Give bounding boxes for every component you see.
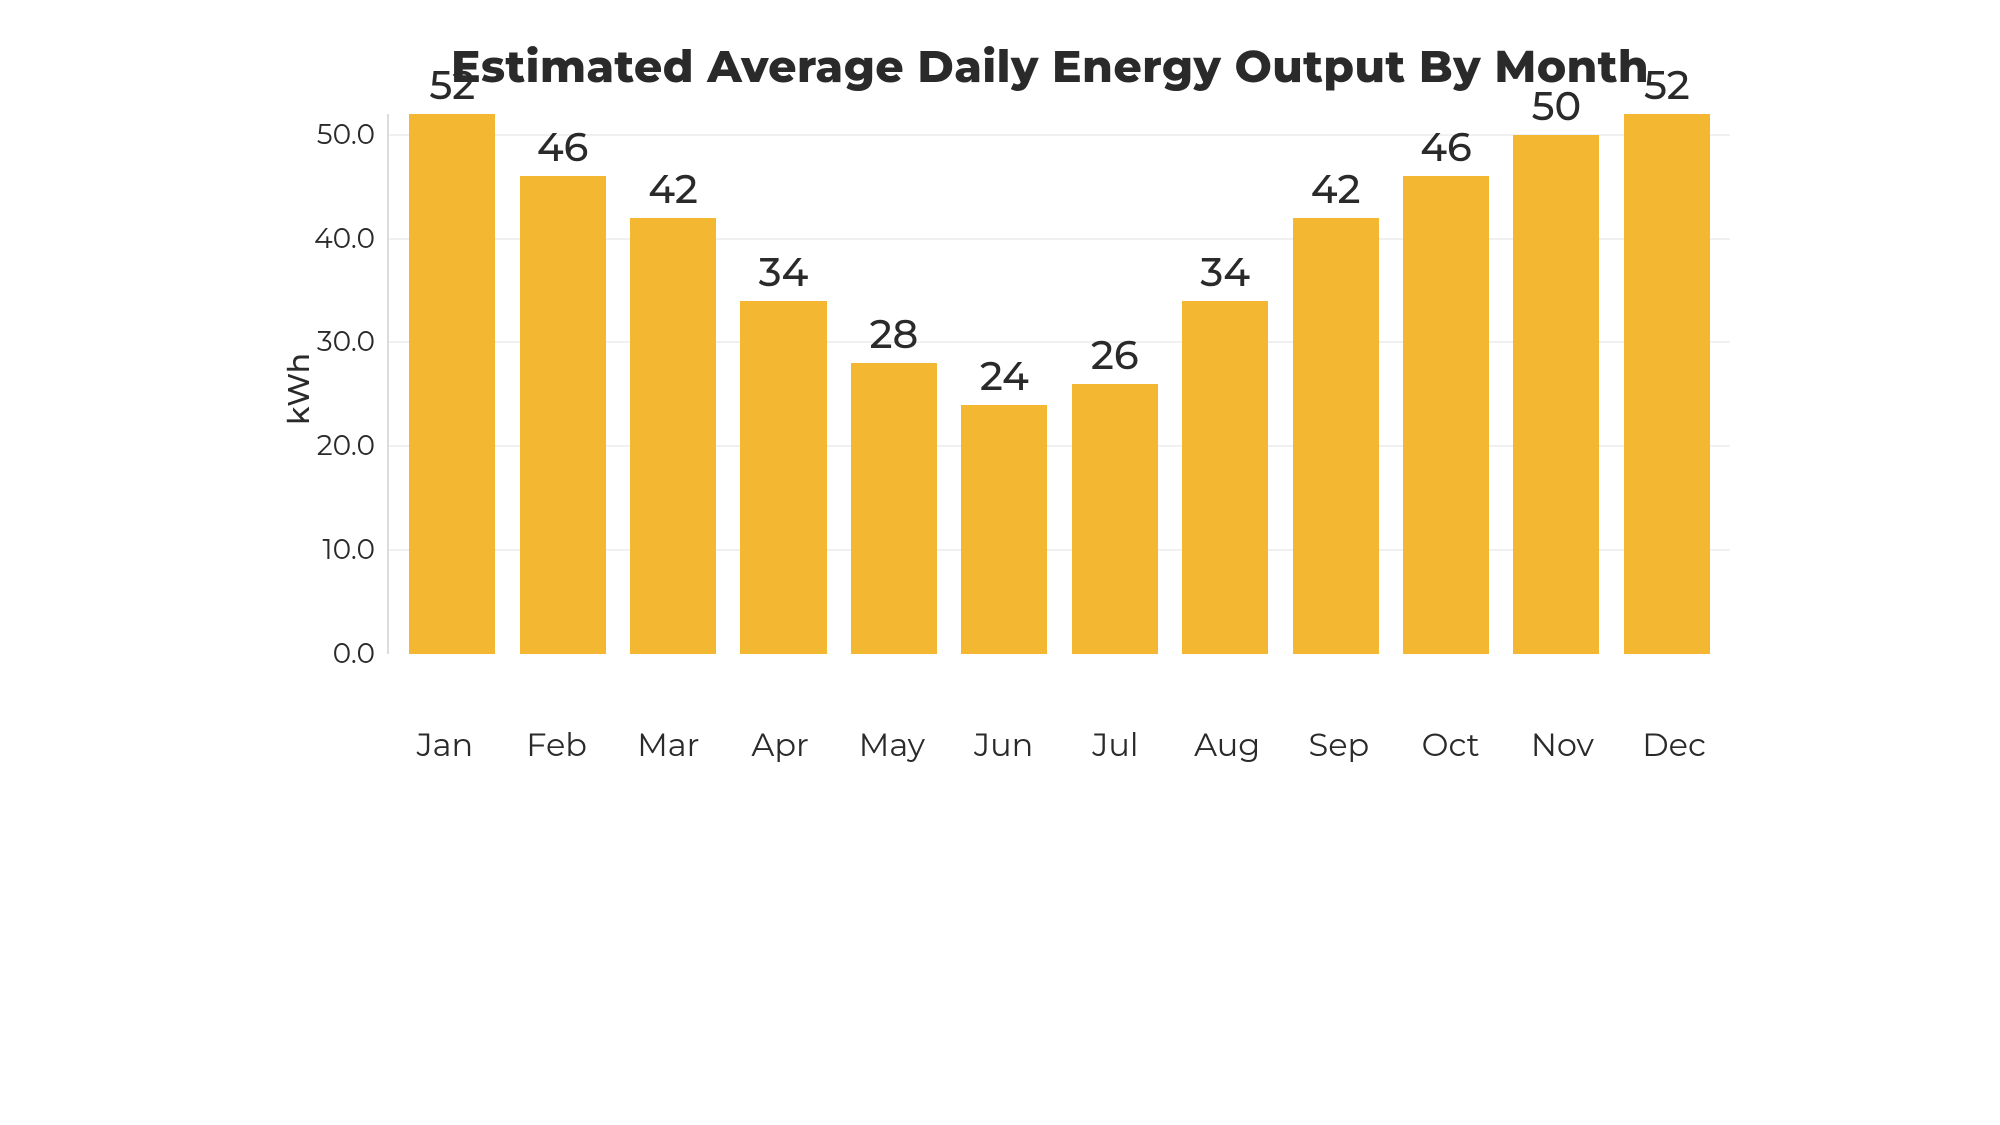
- y-axis-label: kWh: [270, 353, 317, 425]
- bar-col: 46: [507, 114, 617, 654]
- y-tick: 10.0: [323, 536, 376, 564]
- y-tick: 40.0: [314, 225, 375, 253]
- bar: [1182, 301, 1268, 654]
- bars-container: 524642342824263442465052: [389, 114, 1730, 654]
- x-tick: Jul: [1060, 726, 1172, 765]
- bar-col: 42: [1280, 114, 1390, 654]
- y-tick: 20.0: [317, 432, 375, 460]
- y-tick: 50.0: [317, 121, 375, 149]
- chart-title: Estimated Average Daily Energy Output By…: [270, 40, 1730, 94]
- bar: [520, 176, 606, 654]
- x-tick: Apr: [724, 726, 836, 765]
- x-tick: Oct: [1395, 726, 1507, 765]
- x-axis-wrap: JanFebMarAprMayJunJulAugSepOctNovDec: [270, 714, 1730, 765]
- bar-value-label: 34: [1200, 248, 1250, 297]
- bar-value-label: 50: [1532, 82, 1582, 131]
- bar-value-label: 52: [429, 61, 475, 110]
- bar: [630, 218, 716, 654]
- bar: [851, 363, 937, 654]
- x-tick: Nov: [1507, 726, 1619, 765]
- bar-value-label: 42: [648, 165, 698, 214]
- x-tick: Sep: [1283, 726, 1395, 765]
- bar: [740, 301, 826, 654]
- bar-value-label: 46: [1420, 123, 1471, 172]
- x-tick: Feb: [501, 726, 613, 765]
- bar-value-label: 52: [1644, 61, 1690, 110]
- bar-col: 34: [728, 114, 838, 654]
- bar-value-label: 34: [759, 248, 809, 297]
- x-axis-spacer: [270, 714, 389, 765]
- bar: [1293, 218, 1379, 654]
- bar-value-label: 26: [1091, 331, 1139, 380]
- y-tick: 30.0: [317, 328, 375, 356]
- bar-col: 24: [949, 114, 1059, 654]
- bar: [409, 114, 495, 654]
- bar-col: 50: [1501, 114, 1611, 654]
- x-tick: Dec: [1618, 726, 1730, 765]
- x-tick: Mar: [613, 726, 725, 765]
- bar: [1513, 135, 1599, 654]
- bar: [961, 405, 1047, 654]
- y-axis: 50.040.030.020.010.00.0: [317, 114, 387, 654]
- bar-col: 34: [1170, 114, 1280, 654]
- energy-chart: Estimated Average Daily Energy Output By…: [270, 0, 1730, 765]
- y-tick: 0.0: [333, 640, 375, 668]
- bar-value-label: 28: [870, 310, 919, 359]
- x-tick: Jun: [948, 726, 1060, 765]
- x-tick: Jan: [389, 726, 501, 765]
- bar-col: 46: [1391, 114, 1501, 654]
- x-tick: May: [836, 726, 948, 765]
- plot-area: 524642342824263442465052: [387, 114, 1730, 654]
- bar-value-label: 46: [537, 123, 588, 172]
- bar-col: 52: [397, 114, 507, 654]
- bar-value-label: 42: [1311, 165, 1361, 214]
- bar: [1403, 176, 1489, 654]
- bar: [1624, 114, 1710, 654]
- bar-col: 26: [1060, 114, 1170, 654]
- chart-body: kWh 50.0 40.0 30.0 20.0 10.0 0.0 52 46 42 34 28 24…: [270, 114, 1730, 714]
- bar-value-label: 24: [980, 352, 1029, 401]
- bar-col: 42: [618, 114, 728, 654]
- x-axis: JanFebMarAprMayJunJulAugSepOctNovDec: [389, 714, 1730, 765]
- bar-col: 52: [1612, 114, 1722, 654]
- x-tick: Aug: [1171, 726, 1283, 765]
- bar: [1072, 384, 1158, 654]
- bar-col: 28: [839, 114, 949, 654]
